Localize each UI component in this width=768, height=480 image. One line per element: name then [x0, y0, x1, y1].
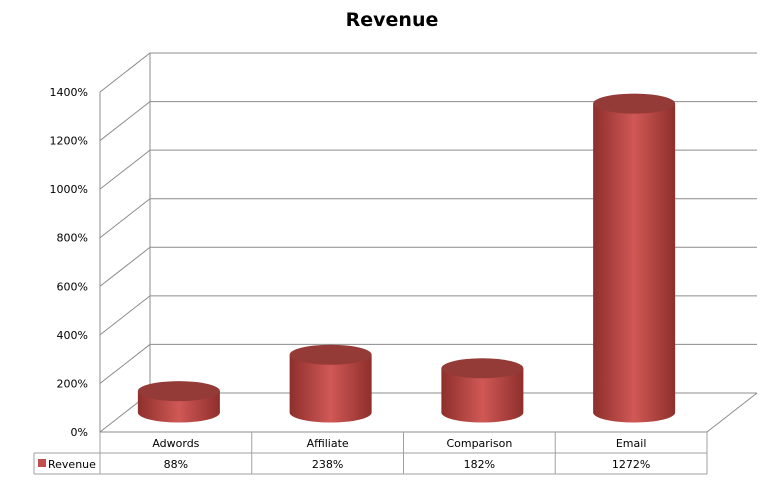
y-tick-label: 1000% [50, 183, 88, 196]
bar-body [593, 103, 676, 423]
legend-label: Revenue [48, 458, 96, 471]
bar-top [593, 93, 676, 114]
data-label: 1272% [612, 458, 650, 471]
y-tick-label: 800% [57, 232, 88, 245]
y-tick-label: 600% [57, 280, 88, 293]
bar-top [441, 358, 524, 379]
gridline [99, 101, 757, 141]
gridline [99, 343, 757, 384]
y-tick-label: 400% [57, 329, 88, 342]
bar-adwords [137, 381, 220, 423]
legend-swatch [38, 459, 46, 467]
gridline [99, 295, 757, 336]
bar-top [289, 344, 372, 365]
y-tick-label: 1400% [50, 86, 88, 99]
gridline [99, 246, 757, 287]
category-label: Comparison [446, 437, 512, 450]
chart-title: Revenue [346, 9, 439, 31]
bar-top [137, 381, 220, 402]
bar-affiliate [289, 344, 372, 423]
floor-right-edge [706, 392, 758, 433]
y-tick-label: 200% [57, 377, 88, 390]
data-label: 182% [464, 458, 495, 471]
gridline [99, 198, 757, 239]
bar-body [441, 368, 524, 423]
data-label: 238% [312, 458, 343, 471]
y-tick-label: 0% [71, 426, 88, 439]
bar-email [593, 93, 676, 423]
category-label: Affiliate [307, 437, 349, 450]
gridline [99, 52, 757, 93]
bar-comparison [441, 358, 524, 423]
bar-body [289, 354, 372, 423]
category-label: Email [616, 437, 647, 450]
gridline [99, 149, 757, 190]
category-label: Adwords [152, 437, 199, 450]
data-label: 88% [164, 458, 188, 471]
y-tick-label: 1200% [50, 135, 88, 148]
